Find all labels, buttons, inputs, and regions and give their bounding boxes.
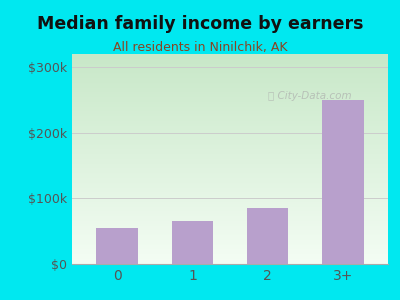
Bar [96, 228, 138, 264]
Bar [322, 100, 364, 264]
Text: Ⓜ City-Data.com: Ⓜ City-Data.com [268, 91, 352, 101]
Text: All residents in Ninilchik, AK: All residents in Ninilchik, AK [113, 40, 287, 53]
Bar [172, 221, 213, 264]
Text: Median family income by earners: Median family income by earners [37, 15, 363, 33]
Bar [247, 208, 288, 264]
